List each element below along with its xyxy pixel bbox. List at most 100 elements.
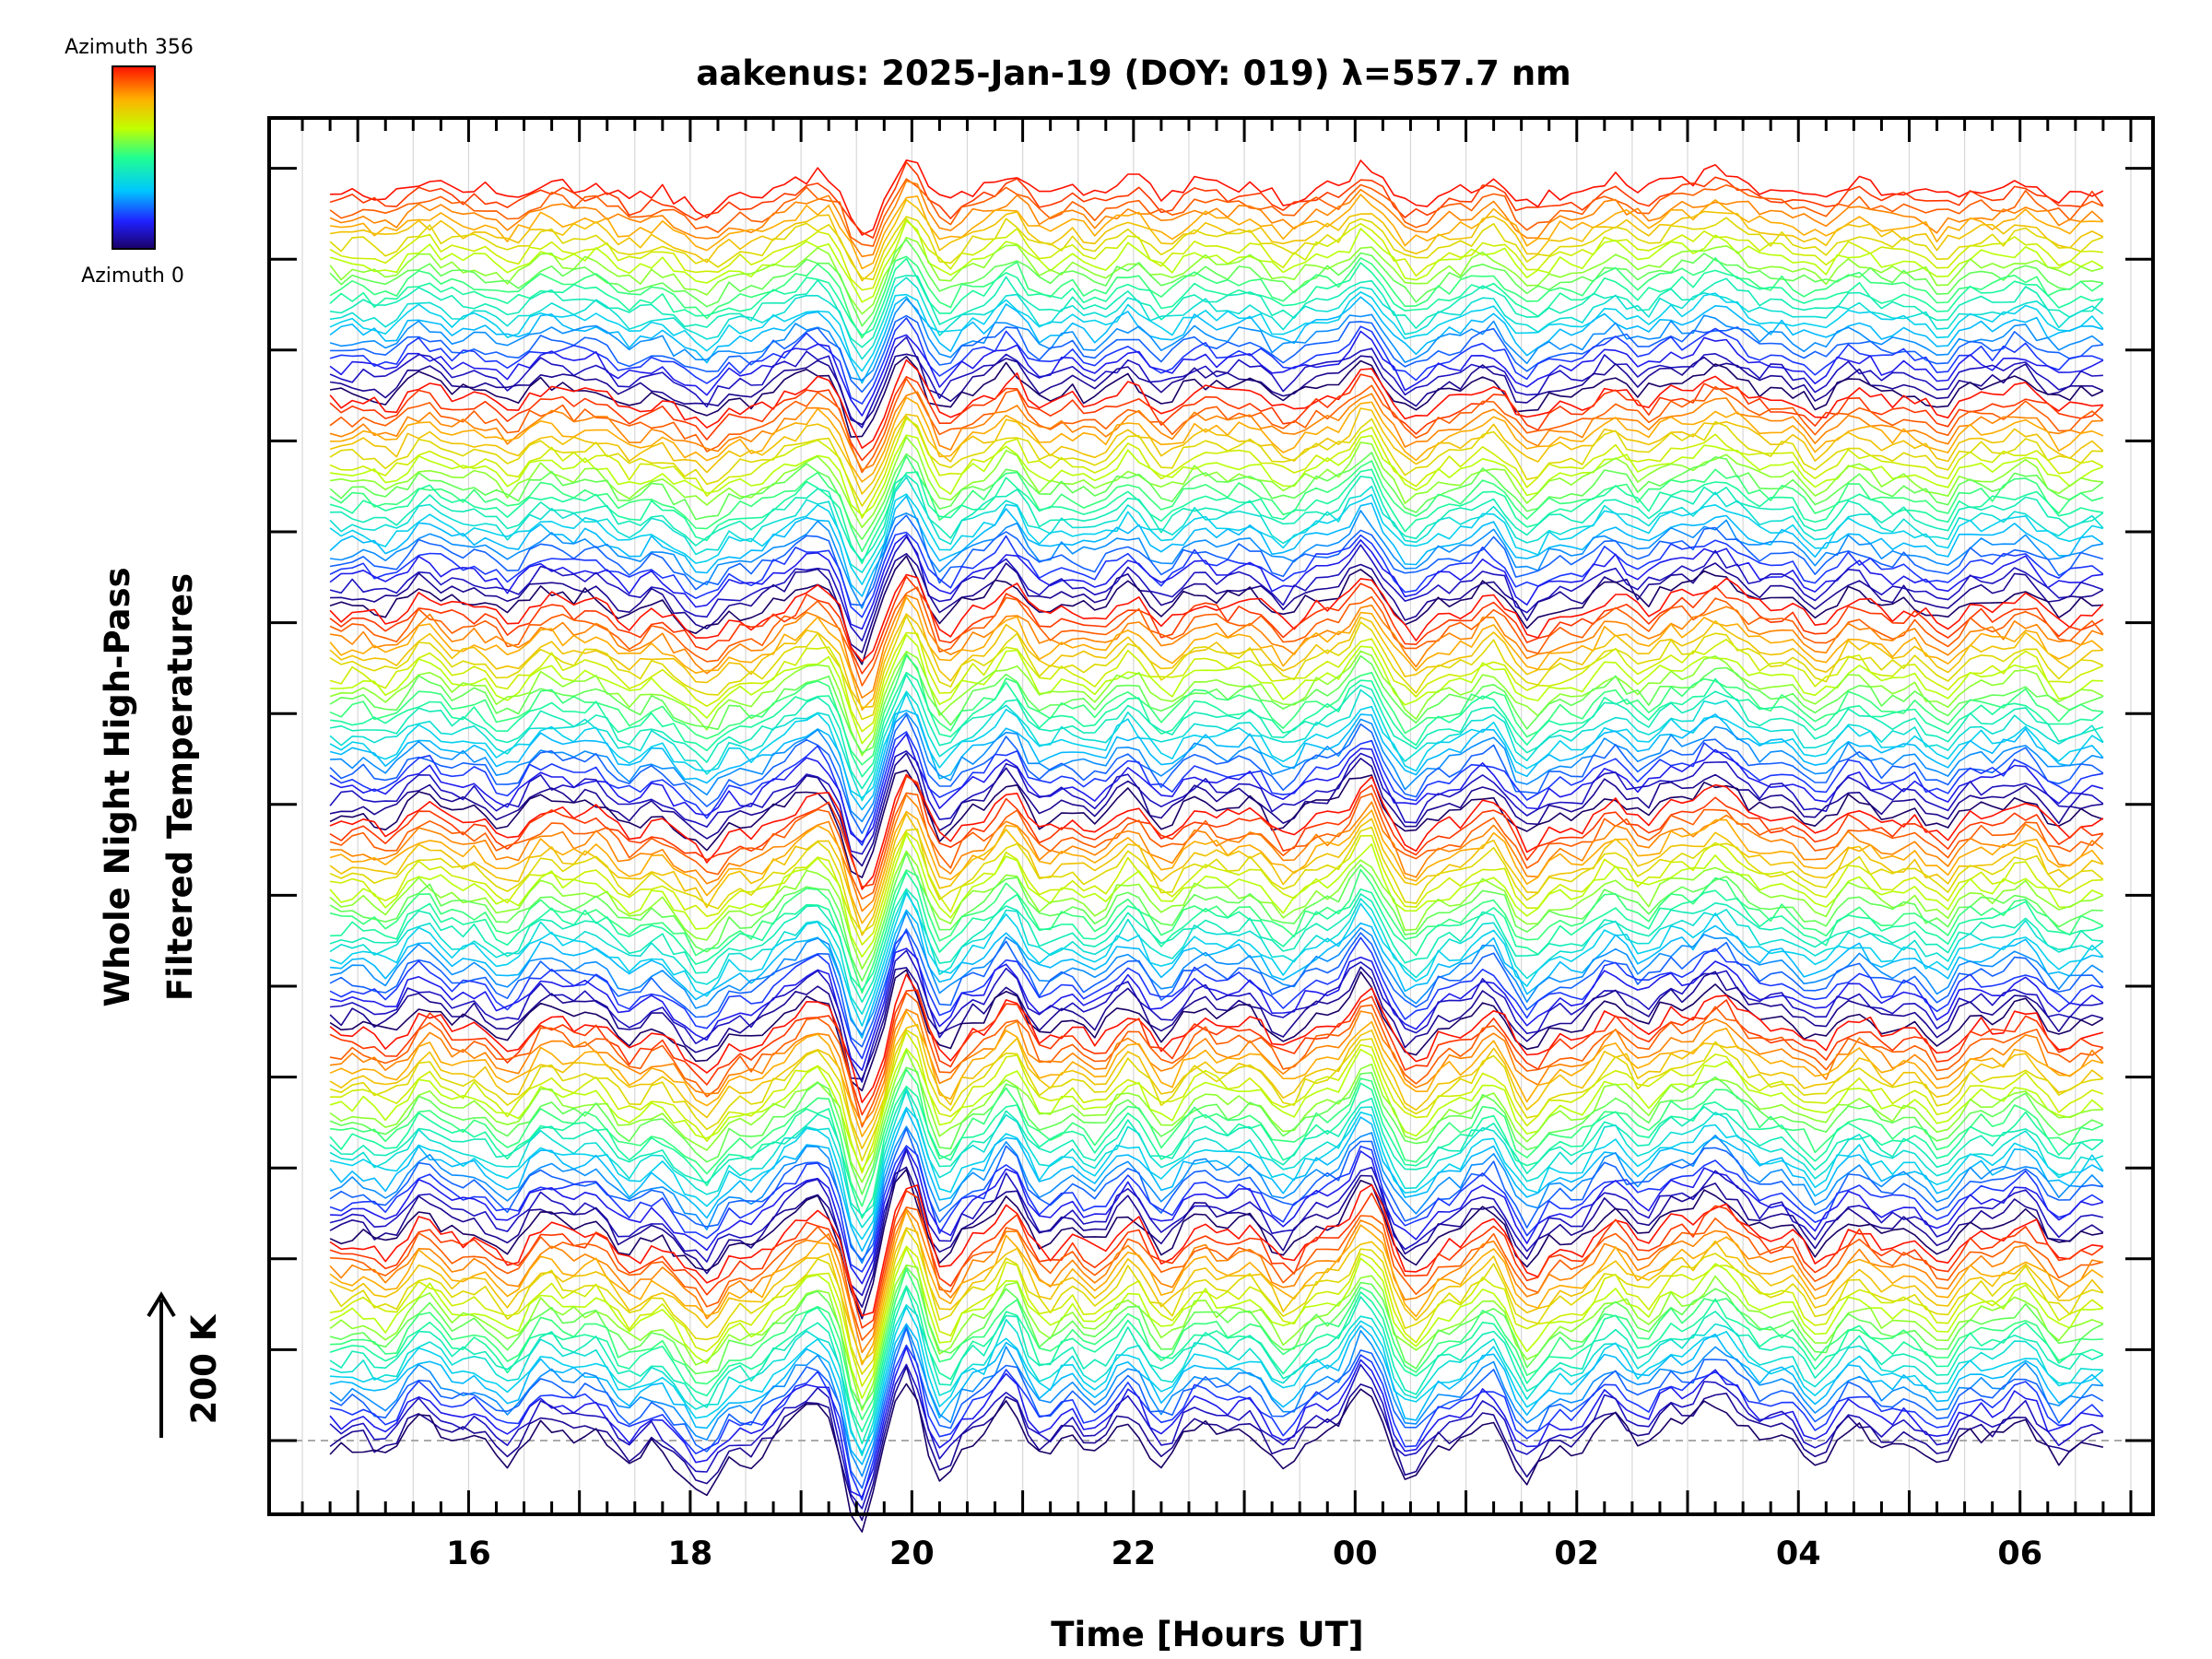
series-line [329, 1344, 2104, 1501]
series-line [329, 1166, 2104, 1308]
x-tick-labels: 16 18 20 22 00 02 04 06 [446, 1535, 2042, 1572]
x-tick-label: 06 [1997, 1535, 2042, 1572]
series-line [329, 586, 2104, 687]
series-line [329, 468, 2104, 565]
series-line [329, 1125, 2104, 1265]
series-line [330, 949, 2104, 1083]
series-line [329, 1050, 2103, 1183]
series-line [329, 1245, 2104, 1387]
colorbar-bottom-label: Azimuth 0 [81, 265, 184, 288]
series-line [329, 276, 2104, 360]
series-line [330, 396, 2104, 483]
series-line [329, 733, 2104, 843]
series-line [330, 1147, 2104, 1285]
series-line [329, 407, 2104, 495]
series-line [329, 1229, 2104, 1375]
series-line [329, 947, 2104, 1071]
series-line [329, 239, 2104, 327]
series-line [329, 969, 2104, 1092]
series-line [329, 596, 2104, 712]
scale-label: 200 K [184, 1313, 224, 1424]
series-line [329, 892, 2104, 1027]
series-line [329, 178, 2104, 247]
series-line [329, 391, 2103, 471]
x-tick-label: 20 [889, 1535, 935, 1572]
series-line [330, 314, 2103, 394]
series-line [329, 575, 2104, 675]
series-line [330, 712, 2104, 823]
series-line [329, 792, 2104, 900]
series-line [329, 594, 2104, 699]
x-tick-label: 04 [1776, 1535, 1821, 1572]
series-line [329, 1048, 2104, 1171]
series-line [329, 1325, 2103, 1477]
series-line [329, 1304, 2103, 1456]
series-line [329, 992, 2104, 1128]
series-line [329, 688, 2104, 802]
x-tick-label: 18 [668, 1535, 713, 1572]
series-line [330, 552, 2104, 653]
series-line [329, 911, 2104, 1036]
series-line [329, 710, 2104, 811]
series-line [329, 1347, 2104, 1498]
x-tick-label: 00 [1333, 1535, 1378, 1572]
series-line [329, 1227, 2104, 1363]
series-line [329, 359, 2103, 450]
series-line [329, 654, 2103, 766]
series-line [329, 1190, 2104, 1329]
series-line [329, 257, 2104, 336]
colorbar-top-label: Azimuth 356 [65, 36, 194, 59]
series-line [329, 1023, 2104, 1150]
series-line [329, 514, 2104, 606]
series-line [329, 1109, 2104, 1253]
series-line [329, 495, 2104, 597]
scale-arrow [147, 1291, 176, 1438]
series-line [329, 831, 2103, 946]
series-line [329, 296, 2104, 384]
series-line [329, 1323, 2104, 1465]
series-line [330, 1306, 2104, 1453]
series-line [329, 452, 2104, 541]
series-line [330, 159, 2104, 236]
series-group [329, 159, 2104, 1533]
series-line [329, 1285, 2104, 1433]
series-line [329, 812, 2104, 936]
series-line [329, 476, 2104, 573]
series-line [329, 1247, 2103, 1399]
series-line [329, 750, 2104, 855]
series-line [329, 355, 2104, 438]
series-line [329, 555, 2103, 665]
series-line [329, 1029, 2103, 1162]
series-line [329, 631, 2104, 733]
colorbar [112, 65, 156, 250]
series-line [330, 1068, 2104, 1207]
series-line [329, 534, 2103, 630]
series-line [329, 1287, 2104, 1445]
series-line [329, 1382, 2104, 1533]
y-axis-label-line2: Filtered Temperatures [160, 573, 200, 1001]
series-line [329, 674, 2104, 790]
y-axis-label-line1: Whole Night High-Pass [98, 567, 137, 1006]
series-line [330, 794, 2104, 912]
series-line [329, 653, 2104, 754]
series-line [329, 1183, 2103, 1317]
series-line [329, 275, 2104, 348]
series-line [329, 1208, 2104, 1354]
series-line [330, 1008, 2104, 1125]
series-line [329, 216, 2104, 281]
series-line [329, 436, 2103, 529]
series-line [329, 613, 2103, 709]
plot-frame [267, 116, 2155, 1516]
series-line [329, 1210, 2104, 1366]
series-line [329, 773, 2104, 890]
series-line [329, 615, 2104, 721]
series-line [329, 255, 2104, 339]
series-line [329, 1264, 2104, 1411]
series-line [329, 418, 2104, 519]
series-line [329, 161, 2104, 239]
series-line [329, 455, 2104, 553]
series-line [329, 868, 2104, 994]
series-line [329, 1089, 2104, 1229]
series-line [329, 180, 2104, 258]
axis-ticks [269, 118, 2153, 1514]
